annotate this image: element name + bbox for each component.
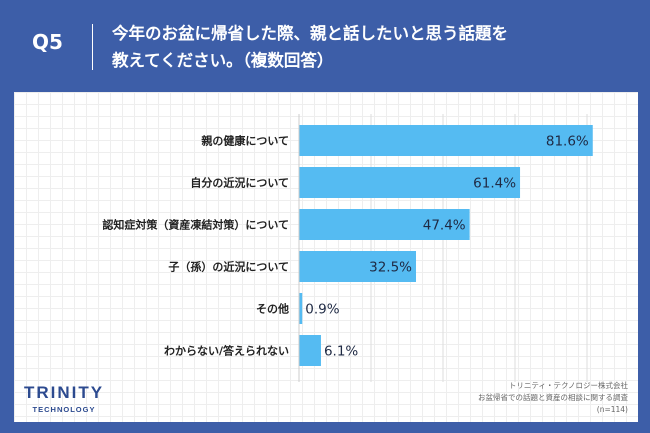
question-line-2: 教えてください。（複数回答） bbox=[112, 51, 334, 70]
company-logo: TRINITY TECHNOLOGY bbox=[22, 383, 106, 415]
value-label: 61.4% bbox=[473, 176, 516, 192]
bar-chart: 親の健康について 81.6% 自分の近況について 61.4% 認知症対策（資産凍結対策）… bbox=[102, 114, 593, 382]
category-label: その他 bbox=[256, 302, 289, 316]
question-line-1: 今年のお盆に帰省した際、親と話したいと思う話題を bbox=[112, 24, 508, 43]
source-note: トリニティ・テクノロジー株式会社 お盆帰省での話題と資産の相談に関する調査 (n… bbox=[478, 380, 628, 416]
logo-subtitle: TECHNOLOGY bbox=[32, 405, 96, 414]
value-label: 81.6% bbox=[546, 134, 589, 150]
bar bbox=[299, 125, 593, 156]
source-company: トリニティ・テクノロジー株式会社 bbox=[508, 381, 628, 390]
source-survey: お盆帰省での話題と資産の相談に関する調査 bbox=[478, 393, 628, 402]
value-label: 47.4% bbox=[423, 218, 466, 234]
question-text: 今年のお盆に帰省した際、親と話したいと思う話題を 教えてください。（複数回答） bbox=[112, 20, 612, 74]
value-label: 6.1% bbox=[324, 344, 358, 360]
value-label: 32.5% bbox=[369, 260, 412, 276]
chart-panel: 親の健康について 81.6% 自分の近況について 61.4% 認知症対策（資産凍結対策）… bbox=[14, 92, 638, 422]
header-divider bbox=[92, 24, 93, 70]
logo-wordmark: TRINITY bbox=[23, 383, 105, 402]
question-number: Q5 bbox=[32, 30, 63, 54]
bar bbox=[299, 209, 470, 240]
bar bbox=[299, 335, 321, 366]
question-header: Q5 今年のお盆に帰省した際、親と話したいと思う話題を 教えてください。（複数回… bbox=[0, 0, 650, 92]
bar bbox=[299, 167, 521, 198]
category-label: 子（孫）の近況について bbox=[168, 260, 289, 274]
source-sample-size: (n=114) bbox=[596, 405, 628, 414]
bar bbox=[299, 293, 303, 324]
category-label: 認知症対策（資産凍結対策）について bbox=[102, 218, 289, 232]
category-label: わからない/答えられない bbox=[164, 344, 289, 358]
value-label: 0.9% bbox=[305, 302, 339, 318]
category-label: 自分の近況について bbox=[190, 176, 289, 190]
bar bbox=[299, 251, 416, 282]
category-label: 親の健康について bbox=[201, 134, 289, 148]
